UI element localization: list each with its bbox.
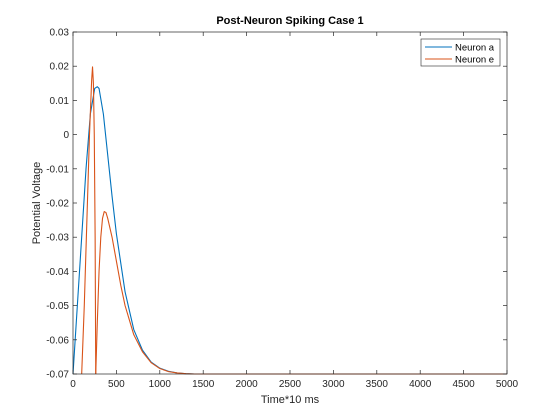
y-tick-label: 0: [63, 130, 69, 141]
y-tick-label: 0.02: [50, 62, 70, 73]
x-axis-ticks: 0 500 1000 1500 2000 2500 3000 3500 4000 4500 5000: [70, 32, 519, 390]
x-tick-label: 1000: [149, 379, 172, 390]
x-tick-label: 0: [70, 379, 76, 390]
legend-box: [420, 38, 501, 67]
plot-area: [73, 32, 507, 374]
y-tick-label: -0.03: [46, 233, 69, 244]
series-line-neuron-e-part-1: [81, 66, 97, 375]
legend: Neuron a Neuron e: [420, 38, 501, 67]
x-tick-label: 3500: [366, 379, 389, 390]
y-tick-label: -0.04: [46, 267, 69, 278]
y-axis-ticks: -0.07 -0.06 -0.05 -0.04 -0.03 -0.02 -0.01 0 0.01…: [46, 28, 507, 381]
y-tick-label: -0.07: [46, 370, 69, 381]
x-tick-label: 5000: [496, 379, 519, 390]
x-tick-label: 3000: [322, 379, 345, 390]
x-axis-label: Time*10 ms: [261, 394, 320, 406]
x-tick-label: 4500: [452, 379, 475, 390]
y-tick-label: -0.01: [46, 164, 69, 175]
x-tick-label: 500: [108, 379, 125, 390]
y-tick-label: 0.03: [50, 28, 70, 39]
x-tick-label: 2500: [279, 379, 302, 390]
y-axis-label: Potential Voltage: [31, 162, 43, 245]
y-tick-label: -0.05: [46, 301, 69, 312]
y-tick-label: -0.02: [46, 199, 69, 210]
legend-label-neuron-e: Neuron e: [455, 55, 494, 66]
chart-title: Post-Neuron Spiking Case 1: [216, 15, 363, 27]
y-tick-label: 0.01: [50, 96, 70, 107]
y-tick-label: -0.06: [46, 335, 69, 346]
legend-label-neuron-a: Neuron a: [455, 43, 495, 54]
x-tick-label: 1500: [192, 379, 215, 390]
x-tick-label: 2000: [235, 379, 258, 390]
x-tick-label: 4000: [409, 379, 432, 390]
